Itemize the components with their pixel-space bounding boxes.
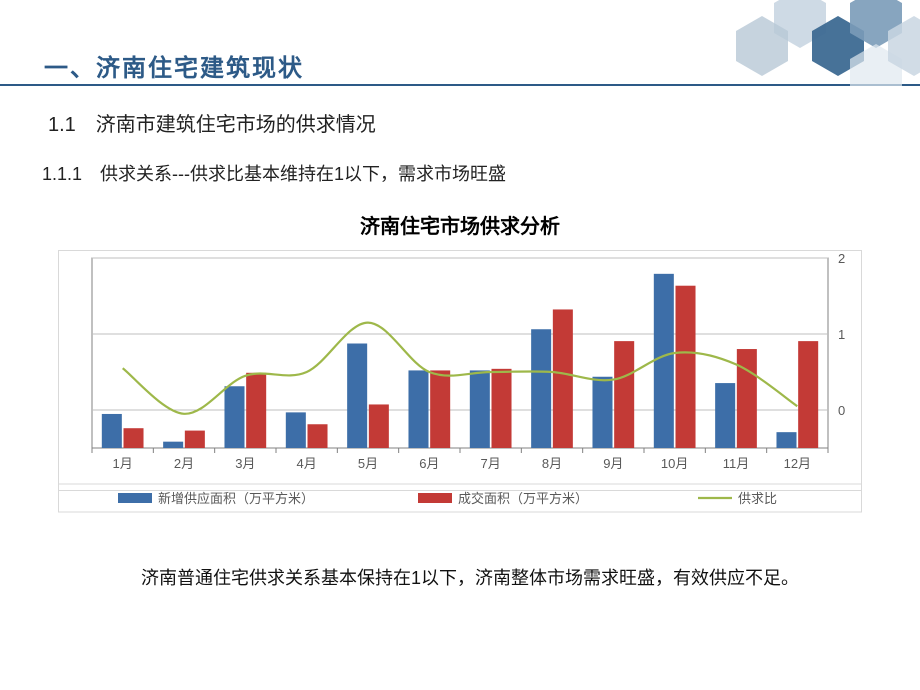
svg-text:4月: 4月 bbox=[297, 456, 317, 471]
header-hex-decor bbox=[660, 0, 920, 86]
svg-text:5月: 5月 bbox=[358, 456, 378, 471]
chart-title: 济南住宅市场供求分析 bbox=[0, 210, 920, 239]
svg-text:8月: 8月 bbox=[542, 456, 562, 471]
svg-text:6月: 6月 bbox=[419, 456, 439, 471]
svg-text:供求比: 供求比 bbox=[738, 491, 777, 506]
svg-text:成交面积（万平方米）: 成交面积（万平方米） bbox=[458, 491, 588, 506]
header-bar: 一、济南住宅建筑现状 bbox=[0, 0, 920, 86]
svg-text:10月: 10月 bbox=[661, 456, 688, 471]
svg-text:新增供应面积（万平方米）: 新增供应面积（万平方米） bbox=[158, 491, 314, 506]
supply-demand-chart: 0 1 2 1月 2月 3月 4月 5月 6月 7月 8月 9月 10月 11月 12月新增供应面积（万平方… bbox=[58, 250, 862, 530]
svg-text:12月: 12月 bbox=[784, 456, 811, 471]
body-paragraph: 济南普通住宅供求关系基本保持在1以下，济南整体市场需求旺盛，有效供应不足。 bbox=[78, 560, 860, 596]
svg-text:3月: 3月 bbox=[235, 456, 255, 471]
svg-text:2: 2 bbox=[838, 251, 845, 266]
svg-text:11月: 11月 bbox=[723, 456, 750, 471]
svg-text:0: 0 bbox=[838, 403, 845, 418]
page-title: 一、济南住宅建筑现状 bbox=[44, 48, 304, 83]
section-heading: 1.1 济南市建筑住宅市场的供求情况 bbox=[48, 108, 376, 137]
svg-text:1: 1 bbox=[838, 327, 845, 342]
svg-text:2月: 2月 bbox=[174, 456, 194, 471]
svg-text:9月: 9月 bbox=[603, 456, 623, 471]
svg-text:7月: 7月 bbox=[481, 456, 501, 471]
svg-text:1月: 1月 bbox=[113, 456, 133, 471]
subsection-heading: 1.1.1 供求关系---供求比基本维持在1以下，需求市场旺盛 bbox=[42, 160, 506, 186]
